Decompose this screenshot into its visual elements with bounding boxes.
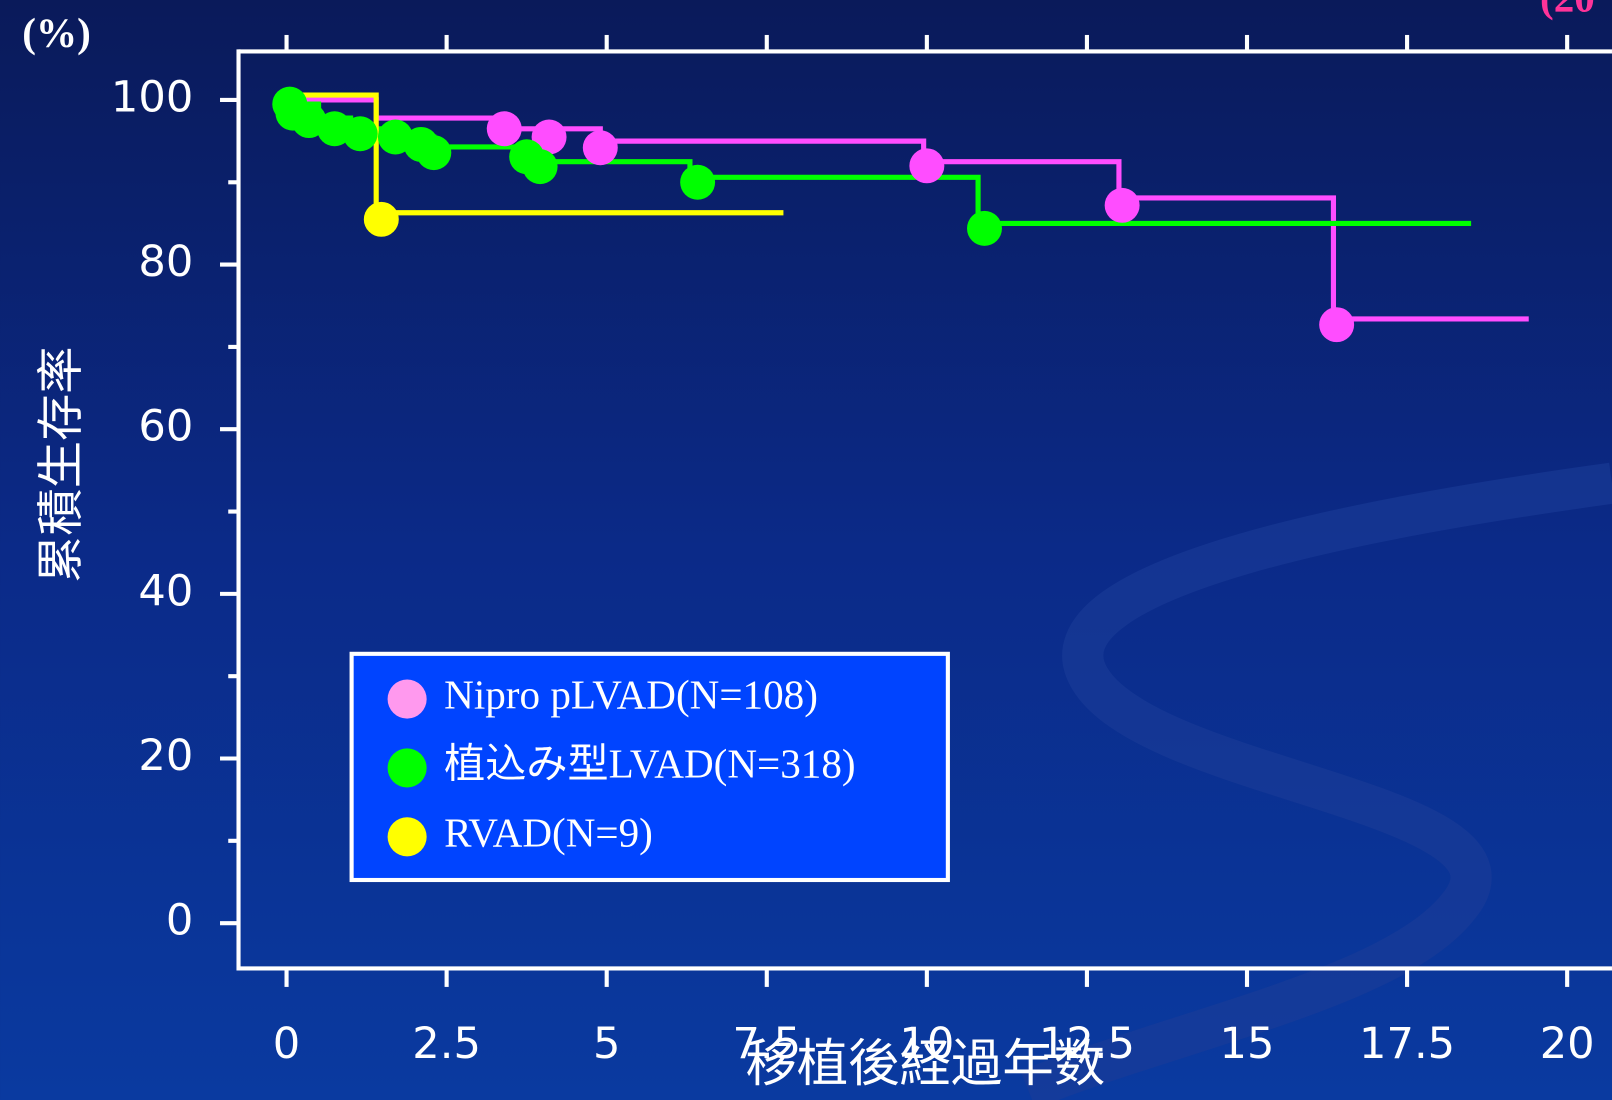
- x-tick-label: 15: [1220, 1019, 1275, 1069]
- censor-marker: [522, 149, 558, 185]
- x-tick-label: 10: [899, 1019, 954, 1069]
- x-tick-label: 7.5: [732, 1019, 801, 1069]
- y-unit: (%): [22, 9, 90, 56]
- y-axis-title: 累積生存率: [34, 347, 89, 583]
- censor-marker: [416, 135, 452, 171]
- censor-marker: [486, 111, 522, 147]
- survival-line: [286, 92, 784, 216]
- y-tick-label: 80: [138, 237, 193, 287]
- survival-line: [286, 97, 1529, 322]
- censor-marker: [531, 119, 567, 155]
- censor-marker: [1319, 307, 1355, 343]
- legend-marker: [387, 748, 427, 788]
- y-tick-label: 40: [138, 566, 193, 616]
- censor-marker: [680, 164, 716, 200]
- y-tick-label: 20: [138, 731, 193, 781]
- x-axis-title: 移植後経過年数: [745, 1034, 1105, 1094]
- censor-marker: [1104, 187, 1140, 223]
- x-tick-label: 2.5: [412, 1019, 481, 1069]
- x-tick-label: 12.5: [1039, 1019, 1135, 1069]
- censor-marker: [967, 210, 1002, 246]
- censor-marker: [342, 116, 378, 152]
- legend-label: 植込み型LVAD(N=318): [444, 740, 855, 787]
- y-tick-label: 0: [166, 896, 193, 946]
- y-tick-label: 100: [111, 72, 193, 122]
- legend-label: Nipro pLVAD(N=108): [444, 672, 818, 719]
- y-tick-label: 60: [138, 402, 193, 452]
- censor-marker: [909, 148, 945, 184]
- x-tick-label: 17.5: [1359, 1019, 1455, 1069]
- x-tick-label: 20: [1540, 1019, 1595, 1069]
- legend-marker: [387, 817, 427, 857]
- legend: Nipro pLVAD(N=108) 植込み型LVAD(N=318) RVAD(N=…: [349, 651, 950, 883]
- censor-marker: [363, 201, 399, 237]
- decoration: [1020, 462, 1612, 1100]
- censor-marker: [582, 130, 618, 166]
- legend-marker: [387, 679, 427, 719]
- corner-note: (20: [1540, 0, 1595, 21]
- x-tick-label: 5: [593, 1019, 620, 1069]
- legend-label: RVAD(N=9): [444, 809, 653, 856]
- legend-box: [349, 651, 950, 883]
- x-tick-label: 0: [273, 1019, 300, 1069]
